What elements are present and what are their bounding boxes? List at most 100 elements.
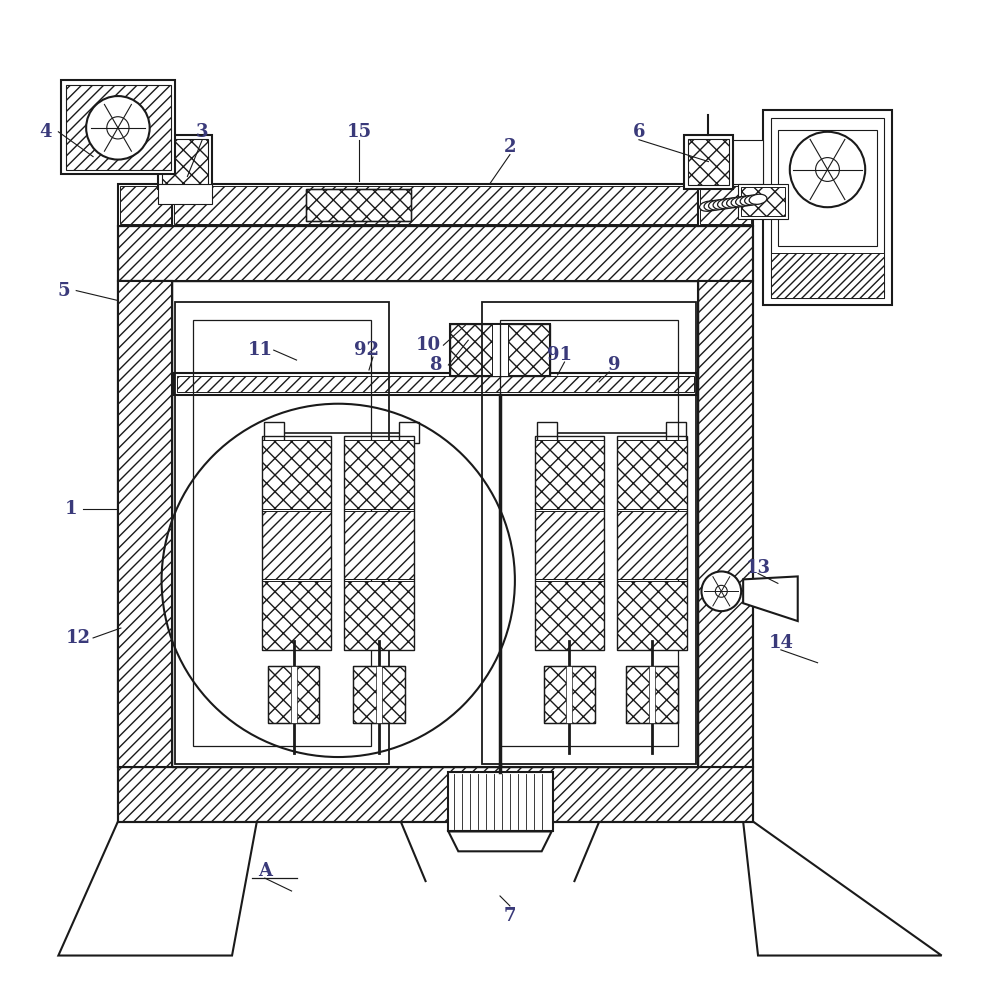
Bar [120,187,171,225]
Bar [399,421,419,443]
Bar [262,511,331,580]
Bar [535,582,604,650]
Ellipse shape [709,200,726,210]
Text: 5: 5 [57,281,70,299]
Bar [344,511,414,580]
Bar [175,302,389,764]
Bar [649,666,655,724]
Bar [172,185,698,227]
Ellipse shape [736,197,753,207]
Bar [448,771,553,831]
Bar [626,666,678,724]
Bar [262,436,331,650]
Circle shape [86,96,150,160]
Bar [566,666,572,724]
Bar [544,666,595,724]
Bar [177,376,694,392]
Bar [296,666,319,724]
Bar [771,118,884,297]
Text: 10: 10 [416,336,441,354]
Bar [158,185,212,205]
Bar [118,280,172,766]
Bar [502,324,550,376]
Bar [450,324,550,376]
Text: 3: 3 [196,123,209,141]
Text: 12: 12 [66,629,91,647]
Text: 7: 7 [504,907,516,925]
Bar [771,252,884,297]
Bar [118,766,753,821]
Bar [61,80,175,175]
Bar [537,421,557,443]
Bar [262,582,331,650]
Ellipse shape [727,198,744,208]
Bar [535,511,604,580]
Text: 91: 91 [547,346,572,364]
Text: 14: 14 [768,634,793,652]
Text: 1: 1 [65,500,78,518]
Bar [344,440,414,509]
Polygon shape [448,831,552,851]
Bar [617,440,687,509]
Bar [450,324,498,376]
Circle shape [107,117,129,139]
Text: A: A [258,862,272,880]
Bar [617,511,687,580]
Bar [344,436,414,650]
Text: 11: 11 [247,341,272,359]
Bar [763,110,892,305]
Bar [262,440,331,509]
Bar [778,130,877,246]
Bar [626,666,650,724]
Bar [535,440,604,509]
Bar [118,185,172,227]
Text: 9: 9 [608,356,620,374]
Circle shape [816,158,839,182]
Polygon shape [743,577,798,621]
Bar [162,139,208,186]
Bar [306,190,411,222]
Bar [617,436,687,650]
Bar [193,320,371,747]
Bar [306,190,411,222]
Bar [688,139,729,186]
Bar [482,302,696,764]
Bar [698,280,753,766]
Bar [174,373,697,395]
Bar [291,666,297,724]
Bar [381,666,405,724]
Bar [118,227,753,821]
Polygon shape [58,821,257,955]
Bar [733,140,763,185]
Bar [666,421,686,443]
Bar [698,185,753,227]
Bar [617,582,687,650]
Bar [66,85,171,170]
Circle shape [701,572,741,611]
Bar [376,666,382,724]
Bar [654,666,678,724]
Bar [344,582,414,650]
Text: 92: 92 [354,341,379,359]
Circle shape [790,132,865,208]
Bar [158,135,212,190]
Text: 15: 15 [347,123,372,141]
Ellipse shape [749,195,767,205]
Ellipse shape [718,199,735,209]
Polygon shape [743,821,942,955]
Bar [741,188,785,217]
Bar [738,185,788,220]
Bar [571,666,595,724]
Ellipse shape [713,200,731,210]
Ellipse shape [740,196,758,206]
Bar [118,227,753,280]
Bar [353,666,377,724]
Text: 4: 4 [39,123,52,141]
Ellipse shape [745,195,762,205]
Bar [492,324,508,376]
Ellipse shape [722,198,740,209]
Ellipse shape [700,202,717,212]
Bar [118,280,172,766]
Bar [544,666,567,724]
Text: 13: 13 [746,560,771,578]
